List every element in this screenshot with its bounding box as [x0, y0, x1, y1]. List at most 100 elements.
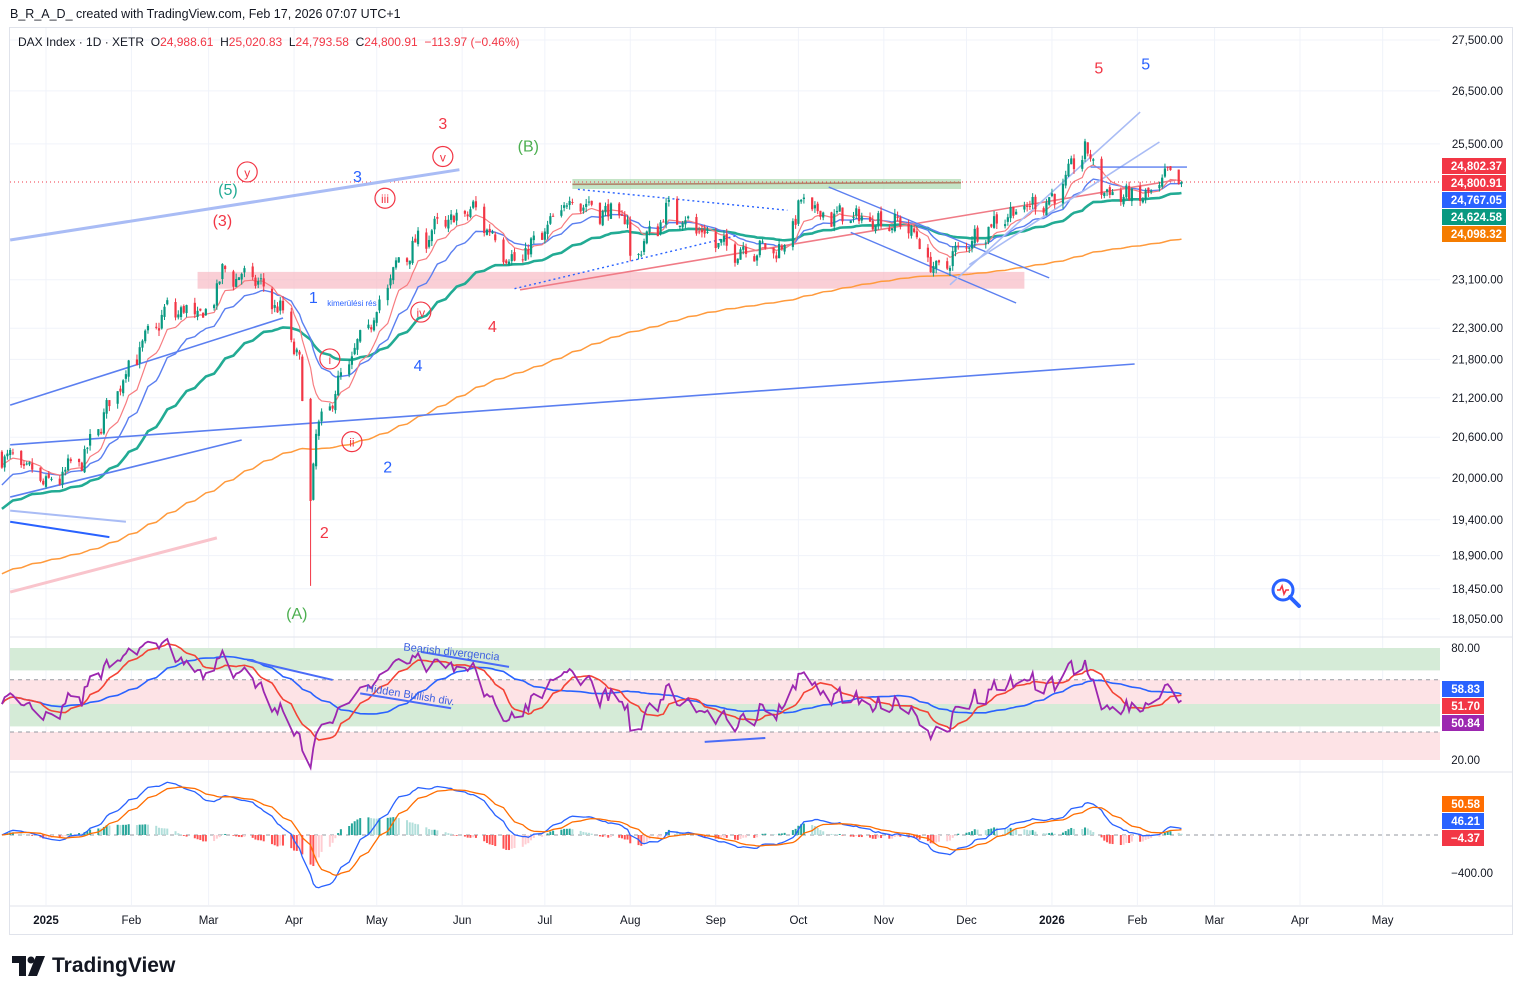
- candle-body: [954, 245, 957, 253]
- candle-body: [717, 242, 720, 248]
- candle: [160, 309, 163, 330]
- macd-histogram-bar: [1067, 829, 1070, 835]
- candle-body: [292, 341, 296, 355]
- candle: [648, 220, 651, 236]
- candle-body: [179, 307, 183, 318]
- macd-histogram-bar: [488, 835, 491, 845]
- value-badge-label: 51.70: [1451, 701, 1480, 713]
- macd-histogram-bar: [262, 835, 265, 842]
- macd-histogram-bar: [761, 833, 764, 835]
- macd-histogram-bar: [877, 835, 880, 838]
- candle: [328, 403, 331, 411]
- candle-body: [995, 214, 998, 224]
- candle-body: [1180, 182, 1183, 184]
- candle: [587, 196, 591, 206]
- candle-body: [414, 238, 417, 243]
- candle-body: [405, 258, 409, 262]
- candle: [416, 227, 420, 247]
- candle: [505, 258, 508, 265]
- candle-body: [491, 231, 494, 234]
- candle-body: [951, 251, 954, 267]
- high-value: 25,020.83: [228, 35, 283, 49]
- candle-body: [485, 229, 489, 235]
- candle: [717, 242, 720, 250]
- wave-label: 5: [1141, 56, 1150, 73]
- macd-histogram-bar: [1128, 835, 1131, 844]
- macd-histogram-bar: [58, 835, 61, 839]
- candle-body: [61, 471, 64, 485]
- candle-body: [678, 225, 681, 227]
- price-tick-label: 18,900.00: [1452, 551, 1503, 563]
- candle-body: [918, 239, 921, 249]
- macd-histogram-bar: [816, 827, 819, 835]
- candle: [833, 209, 836, 232]
- value-badge: [1442, 209, 1506, 225]
- candle: [116, 391, 119, 409]
- macd-histogram-bar: [1012, 828, 1015, 835]
- macd-histogram-bar: [1180, 833, 1183, 835]
- candle: [86, 447, 89, 454]
- macd-histogram-bar: [929, 835, 932, 844]
- candle: [637, 253, 640, 260]
- candle-body: [309, 398, 312, 501]
- macd-histogram-bar: [80, 833, 83, 835]
- macd-histogram-bar: [560, 829, 563, 835]
- candle: [61, 466, 64, 489]
- candle: [491, 229, 494, 234]
- candle-body: [199, 308, 202, 311]
- candle: [378, 295, 381, 314]
- macd-histogram-bar: [116, 824, 119, 835]
- magnifier-icon[interactable]: [1271, 578, 1301, 608]
- candle: [141, 339, 144, 352]
- candle: [819, 210, 822, 220]
- macd-histogram-bar: [20, 833, 23, 835]
- candle: [83, 445, 86, 474]
- candle: [695, 213, 698, 236]
- macd-histogram-bar: [199, 835, 202, 841]
- candle: [1028, 200, 1031, 210]
- macd-histogram-bar: [937, 835, 940, 842]
- macd-histogram-bar: [215, 835, 218, 839]
- candle: [937, 259, 941, 266]
- macd-histogram-bar: [965, 832, 968, 835]
- macd-histogram-bar: [166, 828, 169, 835]
- candle-body: [348, 364, 351, 375]
- candle: [645, 230, 648, 245]
- trendlines[interactable]: [9, 111, 1187, 594]
- candle-body: [811, 197, 814, 210]
- candle: [618, 201, 621, 219]
- candle-body: [430, 230, 433, 242]
- macd-histogram-bar: [472, 835, 475, 838]
- macd-histogram-bar: [320, 835, 323, 852]
- candle-body: [871, 220, 874, 230]
- candle-body: [232, 271, 235, 287]
- candle: [604, 202, 607, 217]
- symbol-label[interactable]: DAX Index · 1D · XETR: [18, 35, 145, 49]
- candle: [1064, 170, 1067, 189]
- macd-histogram-bar: [395, 817, 398, 835]
- candle-body: [1130, 188, 1133, 202]
- candle: [957, 242, 960, 250]
- time-tick-label: Mar: [1205, 915, 1225, 927]
- macd-histogram-bar: [1086, 828, 1089, 835]
- candle-body: [436, 217, 439, 219]
- candle: [794, 215, 797, 229]
- candle: [1103, 192, 1106, 199]
- candle: [623, 211, 626, 225]
- macd-histogram-bar: [976, 829, 979, 835]
- candle-body: [877, 213, 880, 226]
- candle-body: [1158, 185, 1161, 189]
- candle: [626, 215, 629, 229]
- candle: [254, 274, 257, 289]
- candle: [232, 269, 235, 291]
- macd-histogram-bar: [89, 829, 92, 835]
- wave-label-circle: [374, 187, 396, 209]
- tradingview-logo[interactable]: TradingView: [12, 954, 175, 978]
- candle-body: [138, 347, 141, 364]
- macd-histogram-bar: [67, 834, 70, 835]
- candle-body: [524, 248, 527, 261]
- candle-body: [783, 245, 786, 252]
- candle: [235, 273, 238, 288]
